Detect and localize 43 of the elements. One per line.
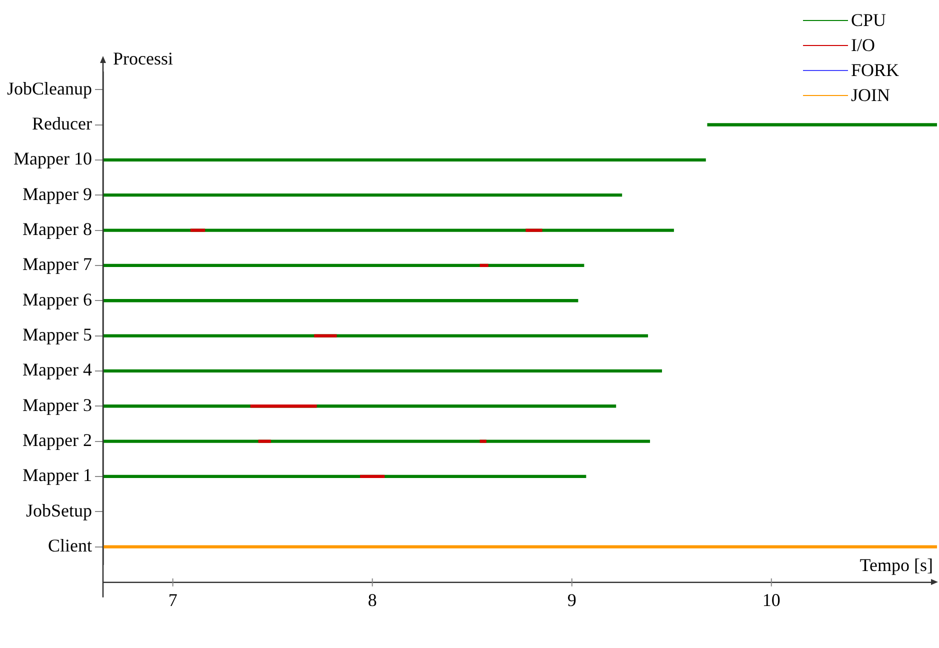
y-tick-label: Mapper 4 <box>22 360 92 380</box>
bar <box>360 474 385 478</box>
y-tick-label: JobCleanup <box>6 78 92 98</box>
bar <box>102 474 586 478</box>
bar <box>102 440 650 443</box>
y-tick-label: Mapper 10 <box>14 148 92 169</box>
y-tick-label: Mapper 1 <box>22 465 92 486</box>
legend-label: JOIN <box>850 84 890 107</box>
bar <box>102 264 584 268</box>
legend-label: CPU <box>850 9 886 32</box>
y-tick-label: Mapper 5 <box>22 324 92 345</box>
x-tick-label: 8 <box>368 590 377 610</box>
y-tick-label: Mapper 8 <box>22 219 92 240</box>
y-axis-title: Processi <box>112 48 173 69</box>
bar <box>102 194 622 197</box>
bar <box>314 334 337 338</box>
x-tick-label: 10 <box>762 590 780 610</box>
bar <box>480 264 488 268</box>
x-axis-title: Tempo [s] <box>860 555 933 576</box>
bar <box>190 228 206 232</box>
y-tick-label: Client <box>48 536 92 556</box>
y-tick-label: Mapper 9 <box>22 184 92 204</box>
bar <box>526 228 542 232</box>
legend-label: FORK <box>850 59 899 82</box>
x-tick-label: 7 <box>168 590 178 610</box>
bar <box>707 123 937 126</box>
bar <box>102 369 662 373</box>
y-tick-label: Reducer <box>32 113 92 134</box>
bar <box>480 440 486 443</box>
bar <box>258 440 271 443</box>
y-tick-label: Mapper 3 <box>22 394 92 415</box>
bar <box>250 404 317 408</box>
bar <box>102 228 674 232</box>
y-tick-label: Mapper 2 <box>22 430 92 450</box>
legend-label: I/O <box>850 34 875 57</box>
bar <box>102 334 648 338</box>
x-tick-label: 9 <box>567 590 576 610</box>
y-tick-label: Mapper 6 <box>22 289 92 310</box>
bar <box>102 158 706 162</box>
y-tick-label: JobSetup <box>26 500 92 520</box>
y-tick-label: Mapper 7 <box>22 254 92 274</box>
bar <box>102 299 578 302</box>
bar <box>102 545 937 548</box>
